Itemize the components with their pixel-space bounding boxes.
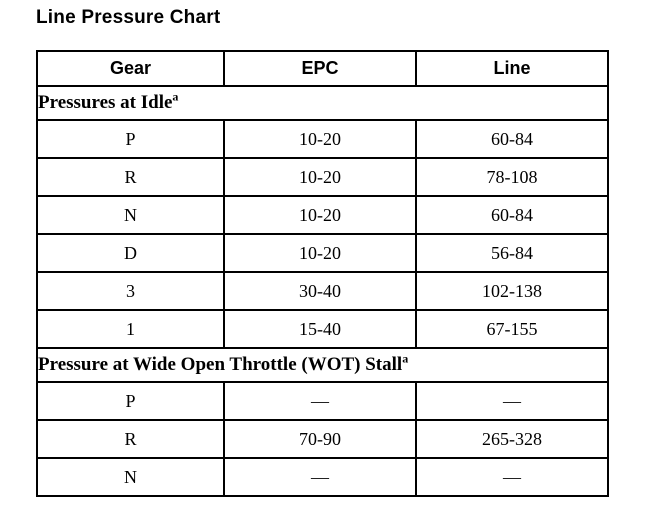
cell-line: 102-138 bbox=[415, 271, 609, 311]
section-header-text: Pressures at Idle bbox=[38, 92, 173, 113]
line-pressure-table: Gear EPC Line Pressures at Idlea P 10-20… bbox=[36, 50, 609, 497]
table-header-row: Gear EPC Line bbox=[36, 50, 609, 87]
footnote-marker: a bbox=[402, 351, 409, 366]
table-row: N — — bbox=[36, 457, 609, 497]
cell-line: — bbox=[415, 381, 609, 421]
cell-line: 60-84 bbox=[415, 195, 609, 235]
cell-epc: 10-20 bbox=[223, 233, 417, 273]
page-title: Line Pressure Chart bbox=[36, 7, 221, 28]
section-header-wot-stall: Pressure at Wide Open Throttle (WOT) Sta… bbox=[36, 347, 609, 383]
section-header-row: Pressures at Idlea bbox=[36, 85, 609, 121]
section-header-row: Pressure at Wide Open Throttle (WOT) Sta… bbox=[36, 347, 609, 383]
cell-epc: 30-40 bbox=[223, 271, 417, 311]
footnote-marker: a bbox=[172, 89, 179, 104]
table-row: N 10-20 60-84 bbox=[36, 195, 609, 235]
cell-gear: P bbox=[36, 119, 225, 159]
cell-gear: 1 bbox=[36, 309, 225, 349]
cell-epc: 10-20 bbox=[223, 119, 417, 159]
cell-epc: 10-20 bbox=[223, 195, 417, 235]
table-row: 1 15-40 67-155 bbox=[36, 309, 609, 349]
cell-line: 67-155 bbox=[415, 309, 609, 349]
cell-gear: N bbox=[36, 195, 225, 235]
table-row: 3 30-40 102-138 bbox=[36, 271, 609, 311]
cell-line: 78-108 bbox=[415, 157, 609, 197]
table-row: D 10-20 56-84 bbox=[36, 233, 609, 273]
cell-gear: P bbox=[36, 381, 225, 421]
column-header-gear: Gear bbox=[36, 50, 225, 87]
cell-line: 56-84 bbox=[415, 233, 609, 273]
cell-gear: R bbox=[36, 419, 225, 459]
table-row: P — — bbox=[36, 381, 609, 421]
cell-line: 60-84 bbox=[415, 119, 609, 159]
cell-epc: — bbox=[223, 457, 417, 497]
table-row: P 10-20 60-84 bbox=[36, 119, 609, 159]
table-row: R 70-90 265-328 bbox=[36, 419, 609, 459]
cell-epc: — bbox=[223, 381, 417, 421]
column-header-line: Line bbox=[415, 50, 609, 87]
section-header-idle: Pressures at Idlea bbox=[36, 85, 609, 121]
cell-line: — bbox=[415, 457, 609, 497]
table-row: R 10-20 78-108 bbox=[36, 157, 609, 197]
cell-gear: 3 bbox=[36, 271, 225, 311]
section-header-text: Pressure at Wide Open Throttle (WOT) Sta… bbox=[38, 354, 403, 375]
cell-epc: 15-40 bbox=[223, 309, 417, 349]
cell-epc: 10-20 bbox=[223, 157, 417, 197]
cell-gear: D bbox=[36, 233, 225, 273]
column-header-epc: EPC bbox=[223, 50, 417, 87]
cell-gear: N bbox=[36, 457, 225, 497]
cell-line: 265-328 bbox=[415, 419, 609, 459]
cell-gear: R bbox=[36, 157, 225, 197]
cell-epc: 70-90 bbox=[223, 419, 417, 459]
